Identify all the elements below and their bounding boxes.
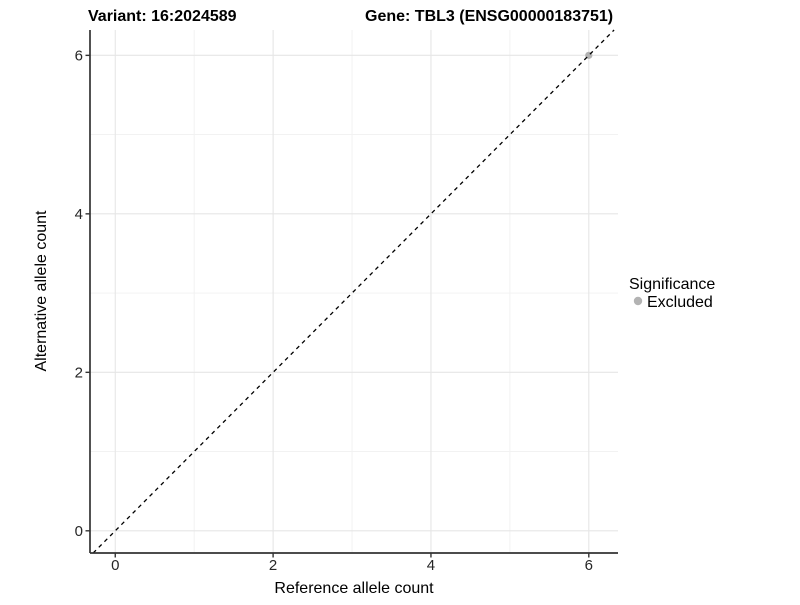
x-tick-label: 6 <box>585 557 593 574</box>
gene-title: Gene: TBL3 (ENSG00000183751) <box>365 8 613 25</box>
variant-title: Variant: 16:2024589 <box>88 8 237 25</box>
chart-layer: 0 2 4 6 0 2 4 6 <box>75 29 618 574</box>
legend-title: Significance <box>629 276 715 293</box>
x-tick-label: 4 <box>427 557 435 574</box>
x-tick-label: 2 <box>269 557 277 574</box>
x-axis-title: Reference allele count <box>274 580 434 597</box>
y-tick-label: 6 <box>75 47 83 64</box>
y-tick-label: 0 <box>75 523 83 540</box>
identity-line <box>92 29 615 554</box>
legend-label-excluded: Excluded <box>647 294 713 311</box>
x-tick-label: 0 <box>111 557 119 574</box>
legend: Significance Excluded <box>629 276 715 311</box>
y-tick-label: 2 <box>75 364 83 381</box>
legend-key-excluded-icon <box>633 296 643 306</box>
y-axis-title: Alternative allele count <box>33 210 50 372</box>
y-tick-label: 4 <box>75 206 83 223</box>
